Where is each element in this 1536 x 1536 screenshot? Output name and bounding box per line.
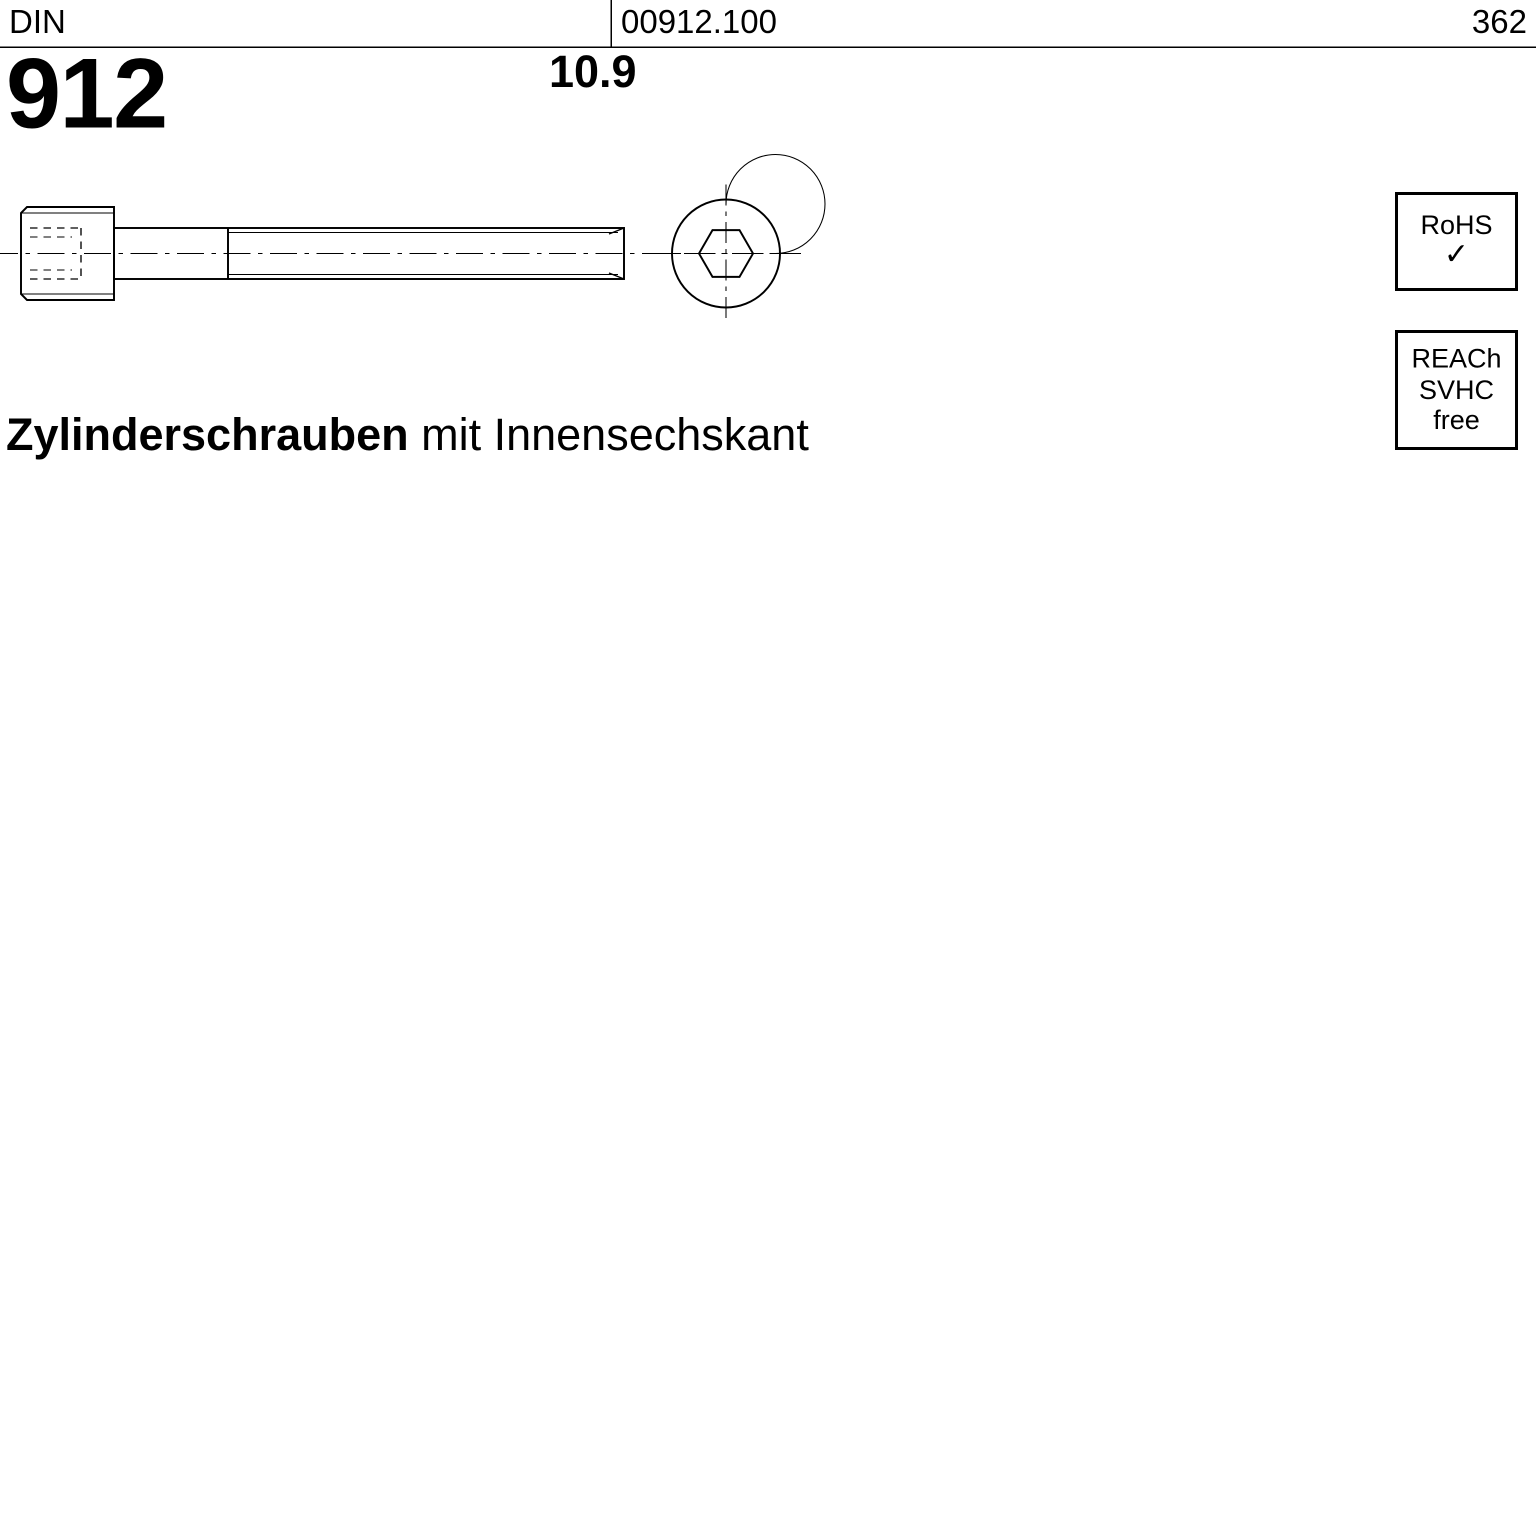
reach-line1: REACh: [1411, 343, 1501, 374]
reach-line3: free: [1433, 406, 1480, 437]
rohs-badge: RoHS ✓: [1395, 192, 1518, 291]
title-row: 912 10.9: [0, 48, 1536, 162]
technical-drawing: [21, 192, 1071, 357]
standard-number: 912: [6, 36, 167, 150]
reach-badge: REACh SVHC free: [1395, 330, 1518, 450]
datasheet-page: DIN 00912.100 362 912 10.9: [0, 0, 1536, 645]
header-code-center: 00912.100: [612, 0, 1446, 47]
header-code-right: 362: [1446, 0, 1536, 47]
screw-diagram-svg: [21, 192, 861, 327]
subtitle-rest: mit Innensechskant: [409, 411, 809, 461]
check-icon: ✓: [1444, 238, 1469, 273]
strength-grade: 10.9: [549, 48, 637, 99]
header-row: DIN 00912.100 362: [0, 0, 1536, 48]
blank-area: [0, 495, 1536, 645]
subtitle-bold: Zylinderschrauben: [6, 411, 409, 461]
reach-line2: SVHC: [1419, 374, 1494, 405]
rohs-label: RoHS: [1420, 210, 1492, 241]
product-subtitle: Zylinderschrauben mit Innensechskant: [6, 411, 809, 462]
